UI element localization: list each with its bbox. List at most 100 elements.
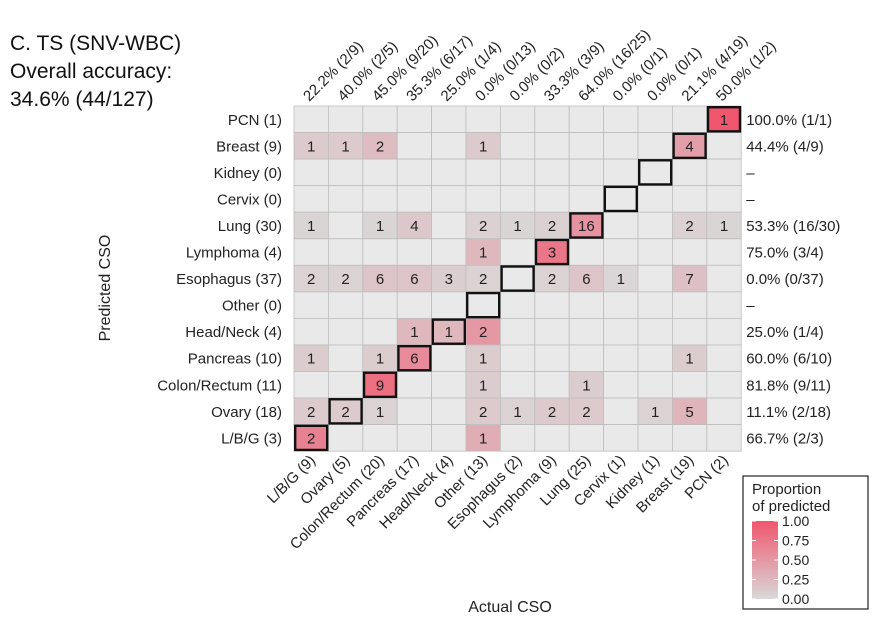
heatmap-cell: [465, 371, 501, 399]
legend-colorbar: [752, 521, 778, 599]
row-accuracy-label: –: [746, 191, 755, 208]
y-tick-label: PCN (1): [228, 112, 282, 129]
row-accuracy-label: 100.0% (1/1): [746, 112, 832, 129]
heatmap-cell: [499, 211, 536, 240]
cell-count-label: 2: [307, 271, 315, 288]
diagonal-highlight-box: [569, 212, 604, 239]
heatmap-cell: [603, 132, 639, 160]
heatmap-cell: [431, 185, 467, 213]
heatmap-cell: [534, 105, 570, 133]
cell-count-label: 2: [582, 404, 590, 421]
heatmap-cell: [603, 105, 639, 133]
heatmap-cell: [672, 424, 708, 452]
heatmap-cell: [637, 371, 673, 399]
heatmap-cell: [499, 264, 536, 293]
heatmap-cell: [431, 291, 467, 319]
heatmap-cell: [568, 264, 605, 293]
diagonal-highlight-box: [397, 344, 432, 372]
cell-count-label: 1: [341, 138, 349, 155]
heatmap-cell: [396, 158, 433, 187]
row-accuracy-label: 0.0% (0/37): [746, 271, 824, 288]
heatmap-cell: [499, 158, 536, 187]
heatmap-cell: [603, 317, 639, 346]
heatmap-cell: [293, 317, 329, 346]
heatmap-cell: [534, 344, 570, 372]
legend: Proportion of predicted 1.00 0.75 0.50 0.25…: [742, 475, 869, 610]
heatmap-cell: [293, 158, 329, 187]
heatmap-cell: [465, 132, 501, 160]
heatmap-cell: [499, 238, 536, 266]
heatmap-cell: [637, 238, 673, 266]
heatmap-cell: [568, 344, 605, 372]
heatmap-cell: [672, 371, 708, 399]
heatmap-cell: [534, 158, 570, 187]
cell-count-label: 2: [479, 271, 487, 288]
diagonal-highlight-box: [466, 291, 501, 319]
row-accuracy-label: 44.4% (4/9): [746, 138, 824, 155]
heatmap-cell: [465, 185, 501, 213]
heatmap-cell: [568, 132, 605, 160]
heatmap-cell: [706, 371, 742, 399]
cell-count-label: 9: [376, 377, 384, 394]
heatmap-cell: [534, 424, 570, 452]
heatmap-cell: [327, 238, 364, 266]
y-tick-label: Kidney (0): [214, 165, 282, 182]
heatmap-cell: [362, 264, 398, 293]
heatmap-cell: [431, 424, 467, 452]
row-accuracy-label: –: [746, 298, 755, 315]
heatmap-cell: [568, 317, 605, 346]
cell-count-label: 1: [307, 351, 315, 368]
heatmap-cell: [706, 132, 742, 160]
cell-count-label: 4: [685, 138, 693, 155]
cell-count-label: 7: [685, 271, 693, 288]
heatmap-cell: [465, 291, 501, 319]
heatmap-cell: [534, 371, 570, 399]
cell-count-label: 2: [376, 138, 384, 155]
cell-count-label: 2: [479, 324, 487, 341]
cell-count-label: 1: [617, 271, 625, 288]
heatmap-cell: [706, 264, 742, 293]
legend-tick-label: 0.25: [782, 572, 809, 588]
cell-count-label: 2: [479, 218, 487, 235]
heatmap-cell: [568, 291, 605, 319]
heatmap-cell: [327, 344, 364, 372]
heatmap-cell: [637, 264, 673, 293]
cell-count-label: 2: [548, 404, 556, 421]
heatmap-cell: [534, 317, 570, 346]
cell-count-label: 1: [479, 351, 487, 368]
heatmap-cell: [672, 105, 708, 133]
cell-count-label: 6: [376, 271, 384, 288]
heatmap-cell: [534, 264, 570, 293]
diagonal-highlight-box: [706, 105, 742, 133]
heatmap-cell: [499, 105, 536, 133]
heatmap-cell: [637, 105, 673, 133]
accuracy-label: Overall accuracy:: [10, 60, 173, 83]
chart-title: C. TS (SNV-WBC): [10, 32, 182, 55]
heatmap-cell: [603, 211, 639, 240]
heatmap-cell: [603, 371, 639, 399]
cell-count-label: 1: [307, 138, 315, 155]
heatmap-cell: [672, 158, 708, 187]
legend-tick-label: 0.00: [782, 591, 809, 607]
heatmap-cell: [465, 344, 501, 372]
heatmap-cell: [431, 371, 467, 399]
heatmap-cell: [603, 238, 639, 266]
cell-count-label: 6: [410, 351, 418, 368]
cell-count-label: 5: [685, 404, 693, 421]
cell-count-label: 1: [513, 404, 521, 421]
x-axis-title: Actual CSO: [468, 599, 552, 616]
heatmap-cell: [327, 317, 364, 346]
legend-title-line2: of predicted: [752, 498, 830, 515]
y-tick-label: Lung (30): [218, 218, 282, 235]
cell-count-label: 1: [479, 245, 487, 262]
y-tick-label: Head/Neck (4): [185, 324, 282, 341]
heatmap-cell: [637, 344, 673, 372]
heatmap-cell: [396, 371, 433, 399]
heatmap-cell: [396, 317, 433, 346]
heatmap-cell: [603, 291, 639, 319]
heatmap-cell: [327, 291, 364, 319]
cell-count-label: 16: [578, 218, 595, 235]
cell-count-label: 1: [651, 404, 659, 421]
cell-count-label: 1: [479, 138, 487, 155]
